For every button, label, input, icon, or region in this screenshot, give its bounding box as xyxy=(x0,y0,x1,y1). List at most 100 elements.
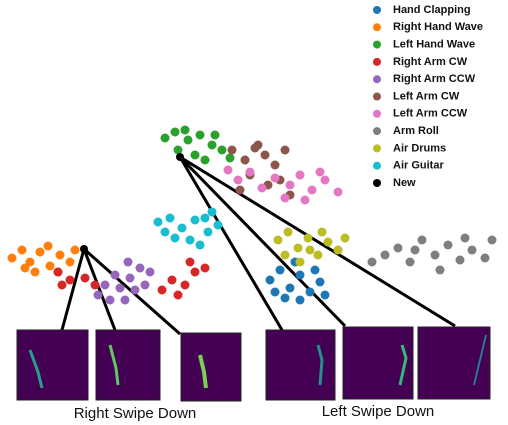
scatter-point xyxy=(91,281,100,290)
scatter-point xyxy=(141,281,150,290)
legend-marker xyxy=(373,6,381,14)
thumbnail xyxy=(96,330,160,400)
scatter-point xyxy=(246,168,255,177)
legend-label: Left Arm CCW xyxy=(393,108,468,120)
scatter-point xyxy=(224,166,233,175)
scatter-point xyxy=(146,268,155,277)
scatter-point xyxy=(154,218,163,227)
scatter-point xyxy=(281,294,290,303)
scatter-point xyxy=(196,241,205,250)
scatter-point xyxy=(36,248,45,257)
scatter-point xyxy=(488,236,497,245)
scatter-point xyxy=(186,236,195,245)
scatter-point xyxy=(296,171,305,180)
legend-marker xyxy=(373,110,381,118)
scatter-point xyxy=(174,146,183,155)
scatter-point xyxy=(21,264,30,273)
legend-marker xyxy=(373,23,381,31)
scatter-point xyxy=(226,154,235,163)
scatter-point xyxy=(306,288,315,297)
scatter-point xyxy=(214,221,223,230)
legend-label: Air Drums xyxy=(393,142,446,154)
scatter-point xyxy=(218,146,227,155)
scatter-point xyxy=(418,236,427,245)
legend-label: Left Arm CW xyxy=(393,90,460,102)
caption: Right Swipe Down xyxy=(74,405,197,422)
scatter-point xyxy=(296,271,305,280)
legend-label: New xyxy=(393,177,416,189)
caption: Left Swipe Down xyxy=(322,403,435,420)
thumbnail xyxy=(181,333,241,401)
scatter-point xyxy=(176,153,184,161)
scatter-point xyxy=(56,251,65,260)
scatter-point xyxy=(174,291,183,300)
scatter-point xyxy=(191,268,200,277)
legend-label: Hand Clapping xyxy=(393,4,471,16)
scatter-point xyxy=(136,264,145,273)
legend-label: Arm Roll xyxy=(393,125,439,137)
legend-label: Right Hand Wave xyxy=(393,21,483,33)
legend-marker xyxy=(373,58,381,66)
scatter-point xyxy=(101,281,110,290)
legend: Hand Clapping Right Hand Wave Left Hand Wa… xyxy=(373,4,483,189)
legend-marker xyxy=(373,93,381,101)
scatter-point xyxy=(8,254,17,263)
thumbnail xyxy=(266,330,335,400)
scatter-point xyxy=(296,296,305,305)
scatter-point xyxy=(71,246,80,255)
legend-marker xyxy=(373,75,381,83)
scatter-point xyxy=(121,296,130,305)
scatter-point xyxy=(271,288,280,297)
scatter-point xyxy=(94,291,103,300)
legend-label: Left Hand Wave xyxy=(393,39,475,51)
scatter-point xyxy=(201,264,210,273)
scatter-point xyxy=(436,266,445,275)
scatter-point xyxy=(236,186,245,195)
scatter-point xyxy=(276,266,285,275)
scatter-point xyxy=(394,244,403,253)
scatter-point xyxy=(286,284,295,293)
scatter-point xyxy=(106,296,115,305)
scatter-point xyxy=(294,244,303,253)
chart: Hand Clapping Right Hand Wave Left Hand Wa… xyxy=(0,0,508,425)
scatter-point xyxy=(261,151,270,160)
legend-marker xyxy=(373,127,381,135)
scatter-point xyxy=(184,136,193,145)
scatter-point xyxy=(204,228,213,237)
scatter-point xyxy=(274,236,283,245)
scatter-point xyxy=(80,245,88,253)
scatter-point xyxy=(181,281,190,290)
scatter-point xyxy=(178,224,187,233)
scatter-point xyxy=(318,228,327,237)
scatter-point xyxy=(444,241,453,250)
scatter-point xyxy=(308,186,317,195)
legend-label: Air Guitar xyxy=(393,160,444,172)
scatter-point xyxy=(54,268,63,277)
scatter-point xyxy=(481,254,490,263)
scatter-point xyxy=(186,258,195,267)
scatter-point xyxy=(316,278,325,287)
scatter-point xyxy=(411,246,420,255)
scatter-point xyxy=(314,251,323,260)
scatter-point xyxy=(304,234,313,243)
scatter-point xyxy=(456,256,465,265)
scatter-point xyxy=(208,208,217,217)
scatter-point xyxy=(286,181,295,190)
scatter-point xyxy=(171,234,180,243)
scatter-point xyxy=(468,246,477,255)
scatter-point xyxy=(201,214,210,223)
scatter-point xyxy=(211,131,220,140)
scatter-point xyxy=(334,188,343,197)
scatter-point xyxy=(381,251,390,260)
scatter-point xyxy=(321,176,330,185)
scatter-point xyxy=(191,216,200,225)
scatter-point xyxy=(111,271,120,280)
scatter-point xyxy=(296,258,305,267)
scatter-point xyxy=(44,242,53,251)
scatter-point xyxy=(301,196,310,205)
scatter-point xyxy=(254,141,263,150)
scatter-point xyxy=(116,284,125,293)
scatter-point xyxy=(166,214,175,223)
scatter-point xyxy=(201,156,210,165)
scatter-point xyxy=(171,128,180,137)
